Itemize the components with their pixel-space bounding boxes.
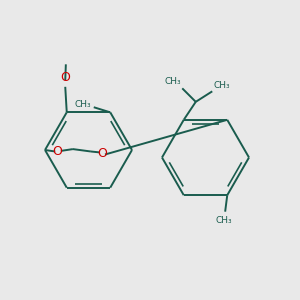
Text: O: O (97, 147, 107, 161)
Text: O: O (53, 145, 62, 158)
Text: CH₃: CH₃ (216, 216, 232, 225)
Text: CH₃: CH₃ (74, 100, 91, 109)
Text: CH₃: CH₃ (214, 81, 230, 90)
Text: CH₃: CH₃ (164, 77, 181, 86)
Text: O: O (60, 71, 70, 84)
